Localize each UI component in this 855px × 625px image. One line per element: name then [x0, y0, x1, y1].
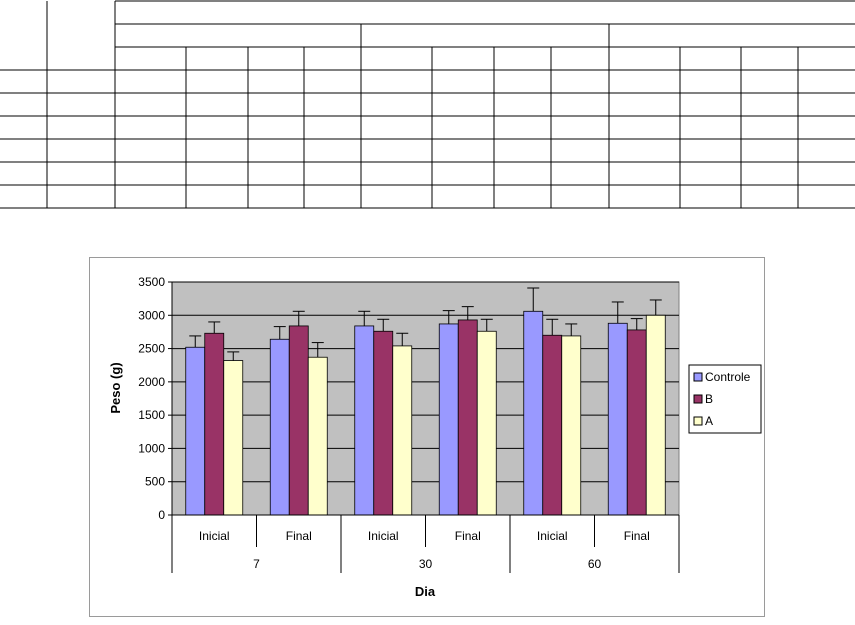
y-tick-label: 2000	[138, 375, 165, 389]
x-category-label: Final	[455, 529, 481, 543]
bar-b-5	[626, 329, 647, 516]
y-axis-title: Peso (g)	[108, 362, 123, 413]
x-category-label: Final	[286, 529, 312, 543]
y-tick-label: 2500	[138, 342, 165, 356]
legend-swatch	[693, 416, 703, 426]
y-tick-label: 0	[158, 508, 165, 522]
bar-b-4	[542, 334, 563, 516]
data-table	[0, 0, 855, 209]
x-group-label: 60	[588, 557, 602, 571]
y-tick-label: 1000	[138, 441, 165, 455]
plot-area	[171, 281, 680, 516]
bar-controle-4	[523, 310, 544, 516]
y-tick-label: 1500	[138, 408, 165, 422]
legend-swatch	[693, 394, 703, 404]
bar-a-5	[645, 314, 666, 516]
bar-a-3	[476, 330, 497, 516]
bar-controle-2	[354, 325, 375, 516]
bar-controle-5	[607, 322, 628, 516]
bar-controle-1	[269, 338, 290, 516]
bar-controle-3	[438, 323, 459, 516]
bar-b-3	[457, 319, 478, 516]
legend-label: Controle	[705, 370, 751, 384]
error-bars	[189, 287, 662, 361]
bar-a-1	[307, 356, 328, 516]
x-category-label: Inicial	[368, 529, 399, 543]
bar-controle-0	[185, 346, 206, 516]
x-category-label: Inicial	[199, 529, 230, 543]
x-group-label: 7	[253, 557, 260, 571]
x-category-label: Final	[624, 529, 650, 543]
bar-b-0	[204, 332, 225, 516]
table-grid-lines	[0, 0, 855, 209]
bar-b-1	[288, 325, 309, 516]
plot-background	[171, 281, 680, 516]
x-category-label: Inicial	[537, 529, 568, 543]
bars	[185, 310, 666, 516]
legend-label: B	[705, 392, 713, 406]
y-tick-label: 500	[145, 475, 165, 489]
legend-label: A	[705, 414, 713, 428]
y-axis-ticks: 0 500 1000 1500 2000 2500 3000 3500	[138, 275, 173, 522]
x-axis-title: Dia	[415, 584, 436, 599]
legend: Controle BA	[688, 364, 762, 434]
x-axis: Inicial Final Inicial Final Inicial Final 7 30 6…	[171, 514, 680, 573]
legend-swatch	[693, 372, 703, 382]
bar-b-2	[373, 330, 394, 516]
y-tick-label: 3500	[138, 275, 165, 289]
bar-a-0	[223, 360, 244, 516]
bar-a-4	[561, 335, 582, 516]
y-tick-label: 3000	[138, 308, 165, 322]
x-group-label: 30	[419, 557, 433, 571]
bar-a-2	[392, 345, 413, 516]
gridlines	[172, 281, 679, 483]
